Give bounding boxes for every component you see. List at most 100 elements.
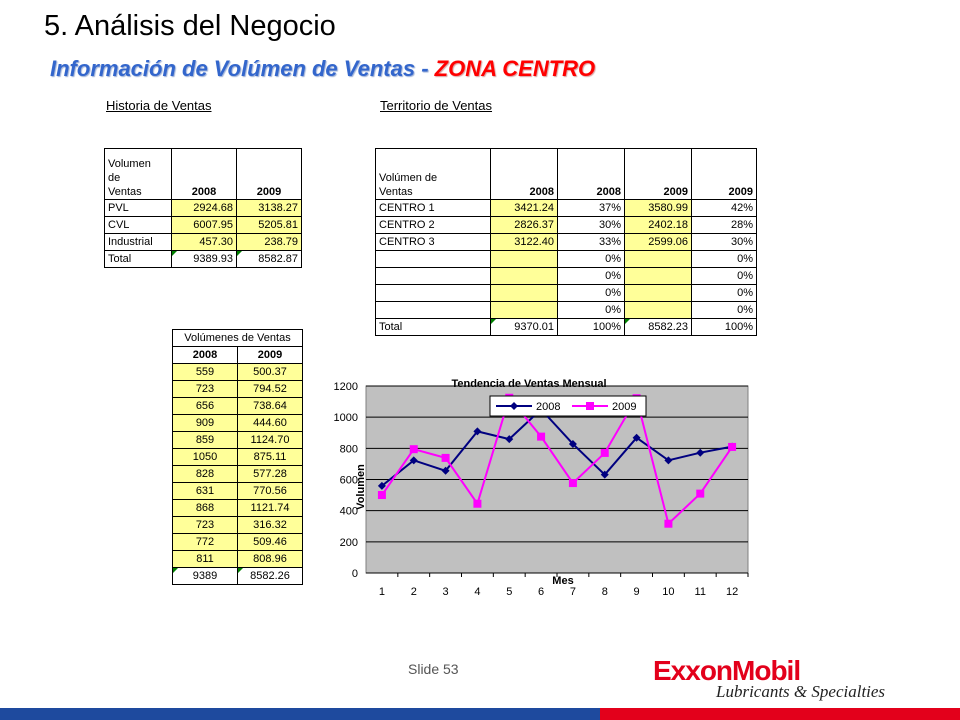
legend-box: [489, 395, 647, 417]
cell-2009: 794.52: [237, 380, 303, 398]
cell-2008: 868: [172, 499, 238, 517]
x-tick-label: 3: [443, 586, 449, 598]
table-row-total: 9389 8582.26: [172, 567, 303, 585]
x-tick-label: 7: [570, 586, 576, 598]
historia-heading: Historia de Ventas: [106, 98, 212, 113]
table-row: CVL 6007.95 5205.81: [104, 216, 302, 234]
cell-2009: 577.28: [237, 465, 303, 483]
data-point-2009: [409, 445, 418, 454]
x-tick-label: 4: [474, 586, 480, 598]
cell-2009: 316.32: [237, 516, 303, 534]
x-tick-label: 6: [538, 586, 544, 598]
subtitle-zone: ZONA CENTRO: [434, 56, 596, 81]
table-row: 0% 0%: [375, 284, 757, 302]
territorio-table: Volúmen de Ventas 2008 2008 2009 2009 CEN…: [375, 148, 757, 336]
cell-2008: 723: [172, 516, 238, 534]
territorio-head-2008-vol: 2008: [490, 148, 558, 200]
cell-2008: 2924.68: [171, 199, 237, 217]
cell-2009: 1124.70: [237, 431, 303, 449]
table-row: 0% 0%: [375, 301, 757, 319]
territorio-head-label: Volúmen de Ventas: [375, 148, 491, 200]
cell-2008: 457.30: [171, 233, 237, 251]
x-tick-label: 11: [695, 586, 706, 598]
table-row: 723 794.52: [172, 380, 303, 398]
mensual-head-2008: 2008: [172, 346, 238, 364]
cell-2009: 509.46: [237, 533, 303, 551]
data-point-2008: [409, 456, 418, 465]
table-row-total: Total 9389.93 8582.87: [104, 250, 302, 268]
data-point-2008: [377, 481, 386, 490]
slide-subtitle: Información de Volúmen de Ventas - ZONA …: [50, 56, 595, 82]
cell-2008: 828: [172, 465, 238, 483]
y-tick-label: 400: [340, 506, 358, 518]
row-label: Industrial: [104, 233, 172, 251]
table-row: 811 808.96: [172, 550, 303, 568]
table-row: 559 500.37: [172, 363, 303, 381]
legend-label-2009: 2009: [612, 401, 636, 413]
table-row: 0% 0%: [375, 267, 757, 285]
historia-table: Volumen de Ventas 2008 2009 PVL 2924.68 31…: [104, 148, 302, 268]
cell-2009: 738.64: [237, 397, 303, 415]
x-tick-label: 2: [411, 586, 417, 598]
y-tick-label: 200: [340, 537, 358, 549]
table-row: CENTRO 3 3122.40 33% 2599.06 30%: [375, 233, 757, 251]
cell-2009: 875.11: [237, 448, 303, 466]
cell-2009: 5205.81: [236, 216, 302, 234]
series-line-2008: [381, 407, 733, 487]
x-tick-label: 1: [379, 586, 385, 598]
cell-2008: 559: [172, 363, 238, 381]
series-line-2009: [381, 395, 733, 526]
x-tick-label: 5: [506, 586, 512, 598]
subtitle-main: Información de Volúmen de Ventas -: [50, 56, 435, 81]
row-label: Total: [104, 250, 172, 268]
table-row: CENTRO 1 3421.24 37% 3580.99 42%: [375, 199, 757, 217]
table-row: 723 316.32: [172, 516, 303, 534]
mensual-head-2009: 2009: [237, 346, 303, 364]
territorio-head-2009-pct: 2009: [691, 148, 757, 200]
cell-2008: 772: [172, 533, 238, 551]
footer-bar-blue: [0, 708, 600, 720]
chart-title: Tendencia de Ventas Mensual: [451, 378, 606, 390]
data-point-2009: [568, 479, 577, 488]
row-label: PVL: [104, 199, 172, 217]
data-point-2008: [696, 448, 705, 457]
exxonmobil-logo: ExxonMobil: [653, 655, 801, 686]
table-row: Industrial 457.30 238.79: [104, 233, 302, 251]
cell-2009: 3138.27: [236, 199, 302, 217]
cell-total-2009: 8582.87: [236, 250, 302, 268]
slide-number: Slide 53: [408, 661, 459, 677]
footer-bar-red: [600, 708, 960, 720]
data-point-2009: [537, 432, 546, 441]
data-point-2009: [664, 519, 673, 528]
legend-marker-2008: [510, 402, 518, 410]
cell-2009: 500.37: [237, 363, 303, 381]
historia-head-label: Volumen de Ventas: [104, 148, 172, 200]
table-row-total: Total 9370.01 100% 8582.23 100%: [375, 318, 757, 336]
table-row: CENTRO 2 2826.37 30% 2402.18 28%: [375, 216, 757, 234]
cell-2008: 811: [172, 550, 238, 568]
cell-2008: 631: [172, 482, 238, 500]
data-point-2008: [632, 433, 641, 442]
table-row: 1050 875.11: [172, 448, 303, 466]
x-axis-label: Mes: [552, 575, 573, 587]
cell-2009: 1121.74: [237, 499, 303, 517]
legend-label-2008: 2008: [536, 401, 560, 413]
data-point-2008: [505, 435, 514, 444]
territorio-heading: Territorio de Ventas: [380, 98, 493, 113]
x-tick-label: 12: [726, 586, 738, 598]
y-tick-label: 600: [340, 475, 358, 487]
territorio-head-2008-pct: 2008: [557, 148, 625, 200]
cell-2008: 1050: [172, 448, 238, 466]
cell-2009: 770.56: [237, 482, 303, 500]
data-point-2009: [473, 499, 482, 508]
x-tick-label: 9: [634, 586, 640, 598]
y-tick-label: 800: [340, 443, 358, 455]
data-point-2008: [568, 439, 577, 448]
cell-2008: 6007.95: [171, 216, 237, 234]
y-tick-label: 0: [352, 568, 358, 580]
y-tick-label: 1200: [334, 381, 358, 393]
data-point-2009: [377, 491, 386, 500]
table-row: 0% 0%: [375, 250, 757, 268]
slide-title: 5. Análisis del Negocio: [44, 10, 336, 42]
historia-head-2009: 2009: [236, 148, 302, 200]
